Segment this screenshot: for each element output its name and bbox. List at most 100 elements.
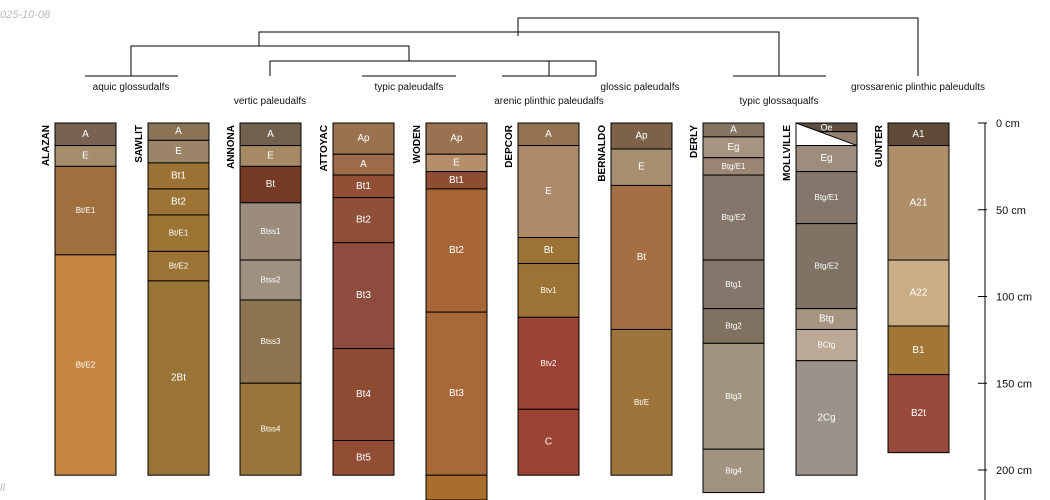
profile-annona: AE Bt Btss1 Btss2 Btss3 Btss4 ANNONA bbox=[226, 122, 302, 476]
horizon-label: Btss4 bbox=[260, 425, 281, 434]
horizon-btv2 bbox=[517, 316, 580, 410]
horizon-bt bbox=[517, 237, 580, 265]
horizon-bt bbox=[610, 184, 673, 330]
depth-tick-label: 100 cm bbox=[996, 292, 1032, 304]
profile-attoyac: Ap A Bt1 Bt2 Bt3 Bt4 Bt5 ATTOYAC bbox=[319, 122, 395, 476]
horizon-label: Btg/E1 bbox=[721, 162, 746, 171]
profile-name: BERNALDO bbox=[597, 125, 608, 182]
taxa-labels: aquic glossudalfs vertic paleudalfs typi… bbox=[93, 82, 985, 107]
horizon-label: A bbox=[82, 129, 89, 140]
horizon-label: B1 bbox=[912, 345, 925, 356]
profile-alazan: AE Bt/E1 Bt/E2 ALAZAN bbox=[41, 122, 117, 476]
horizon-b2t bbox=[887, 374, 950, 454]
horizon-bt-e2 bbox=[54, 254, 117, 476]
horizon-label: Bt3 bbox=[449, 388, 464, 399]
horizon-label: Btg/E1 bbox=[814, 193, 839, 202]
profile-woden: Ap E Bt1 Bt2 Bt3 WODEN bbox=[412, 122, 488, 500]
taxon-typic-glossaqualfs: typic glossaqualfs bbox=[740, 96, 819, 107]
horizon-label: Ap bbox=[635, 131, 648, 142]
horizon-label: Btg/E2 bbox=[814, 262, 839, 271]
horizon-bt4 bbox=[332, 348, 395, 442]
horizon-label: 2Cg bbox=[817, 412, 835, 423]
horizon-btss4 bbox=[239, 382, 302, 476]
horizon-label: Bt1 bbox=[356, 181, 371, 192]
horizon-label: BCtg bbox=[818, 341, 836, 350]
profile-bernaldo: Ap E Bt Bt/E BERNALDO bbox=[597, 122, 673, 476]
horizon-label: A22 bbox=[910, 288, 928, 299]
profile-name: DEPCOR bbox=[504, 124, 515, 168]
horizon-label: Btg/E2 bbox=[721, 213, 746, 222]
horizon-label: B2t bbox=[911, 408, 926, 419]
horizon-label: Bt3 bbox=[356, 290, 371, 301]
horizon-label: Oe bbox=[820, 122, 832, 132]
depth-axis: 0 cm 50 cm 100 cm 150 cm 200 cm bbox=[978, 118, 1032, 500]
horizon-unlabeled bbox=[425, 474, 488, 500]
horizon-label: Bt2 bbox=[449, 245, 464, 256]
depth-tick-label: 150 cm bbox=[996, 378, 1032, 390]
profile-depcor: A E Bt Btv1 Btv2 C DEPCOR bbox=[504, 122, 580, 476]
horizon-label: Bt/E2 bbox=[76, 361, 96, 370]
organic-wedge-shape bbox=[795, 122, 858, 147]
taxon-aquic-glossudalfs: aquic glossudalfs bbox=[93, 82, 170, 93]
profile-derly: A Eg Btg/E1 Btg/E2 Btg1 Btg2 Btg3 Btg4 DERLY bbox=[689, 122, 765, 494]
horizon-label: A bbox=[360, 159, 367, 170]
horizon-label: Btg3 bbox=[725, 392, 742, 401]
horizon-bt1 bbox=[147, 162, 210, 190]
profile-gunter: A1 A21 A22 B1 B2t GUNTER bbox=[874, 122, 950, 454]
horizon-bt2 bbox=[147, 188, 210, 216]
horizon-e bbox=[517, 145, 580, 239]
horizon-bt-e1 bbox=[54, 165, 117, 256]
horizon-a21 bbox=[887, 145, 950, 261]
horizon-label: Bt2 bbox=[356, 215, 371, 226]
horizon-label: Bt/E bbox=[634, 398, 649, 407]
horizon-bt2 bbox=[425, 188, 488, 313]
horizon-label: E bbox=[545, 186, 552, 197]
horizon-2cg bbox=[795, 360, 858, 476]
horizon-bt2 bbox=[332, 197, 395, 244]
horizon-label: Btg2 bbox=[725, 321, 742, 330]
horizon-label: Eg bbox=[727, 142, 739, 153]
horizon-label: Eg bbox=[820, 153, 832, 164]
profile-name: MOLLVILLE bbox=[782, 125, 793, 181]
horizon-label: Bt/E1 bbox=[169, 229, 189, 238]
horizon-ap bbox=[332, 122, 395, 155]
horizon-label: Btss3 bbox=[260, 337, 281, 346]
horizon-btg-e1 bbox=[795, 171, 858, 225]
horizon-label: Bt2 bbox=[171, 196, 186, 207]
horizon-btss2 bbox=[239, 259, 302, 301]
horizon-label: Bt5 bbox=[356, 452, 371, 463]
horizon-ap bbox=[425, 122, 488, 155]
horizon-label: Btg bbox=[819, 314, 834, 325]
horizon-label: Ap bbox=[357, 133, 370, 144]
horizon-label: Bt1 bbox=[171, 170, 186, 181]
taxon-grossarenic-plinthic-paleudults: grossarenic plinthic paleudults bbox=[851, 82, 985, 93]
dendrogram bbox=[85, 17, 919, 77]
horizon-bt5 bbox=[332, 440, 395, 476]
horizon-label: A21 bbox=[910, 197, 928, 208]
depth-tick-label: 0 cm bbox=[996, 118, 1020, 130]
horizon-label: A1 bbox=[912, 129, 925, 140]
date-stamp: 025-10-08 bbox=[0, 9, 51, 21]
horizon-label: Btss1 bbox=[260, 227, 281, 236]
taxon-typic-paleudalfs: typic paleudalfs bbox=[375, 82, 444, 93]
horizon-label: E bbox=[267, 150, 274, 161]
horizon-label: 2Bt bbox=[171, 373, 186, 384]
horizon-e bbox=[610, 148, 673, 186]
profile-name: DERLY bbox=[689, 125, 700, 158]
horizon-label: Btss2 bbox=[260, 276, 281, 285]
profile-name: ANNONA bbox=[226, 125, 237, 169]
horizon-btg4 bbox=[702, 448, 765, 494]
horizon-bt-e bbox=[610, 328, 673, 476]
depth-tick-label: 200 cm bbox=[996, 465, 1032, 477]
horizon-bt bbox=[239, 165, 302, 204]
horizon-label: E bbox=[453, 157, 460, 168]
horizon-2bt bbox=[147, 280, 210, 476]
horizon-label: A bbox=[267, 129, 274, 140]
horizon-c bbox=[517, 408, 580, 476]
horizon-label: A bbox=[730, 124, 737, 135]
horizon-label: Ap bbox=[450, 133, 463, 144]
horizon-btss3 bbox=[239, 299, 302, 384]
